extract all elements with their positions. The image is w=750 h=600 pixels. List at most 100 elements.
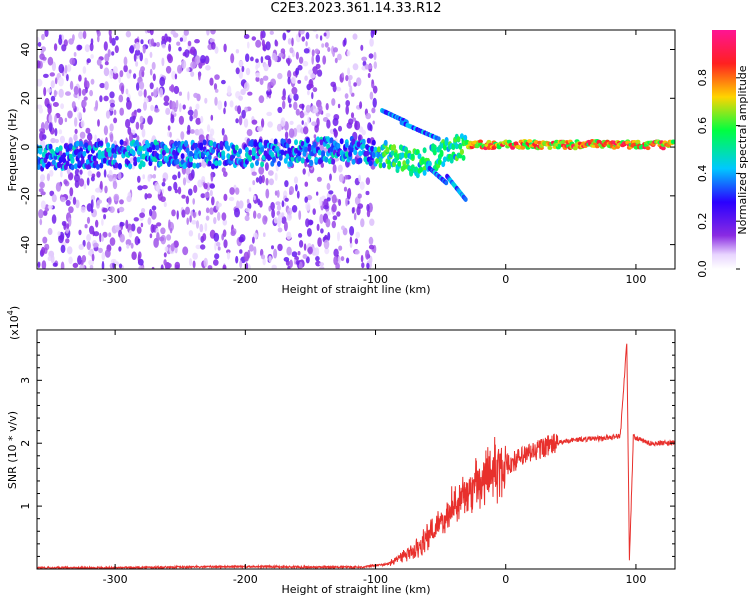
spectrogram-cell <box>349 226 355 236</box>
spectrogram-cell <box>238 60 244 67</box>
spectrogram-cell <box>250 141 254 148</box>
spectrogram-cell <box>358 150 363 157</box>
spectrogram-cell <box>211 163 215 170</box>
spectrogram-cell <box>43 87 47 97</box>
spectrogram-cell <box>85 158 90 165</box>
spectrogram-cell <box>102 207 108 213</box>
spectrogram-cell <box>265 177 269 186</box>
spectrogram-cell <box>283 257 290 262</box>
spectrogram-cell <box>133 53 137 62</box>
spectrogram-cell <box>268 170 274 176</box>
spectrogram-cell <box>350 92 355 97</box>
spectrogram-cell <box>282 32 287 41</box>
spectrogram-cell <box>58 129 63 135</box>
spectrogram-cell <box>439 149 444 156</box>
spectrogram-cell <box>312 208 316 216</box>
spectrogram-cell <box>180 153 185 160</box>
spectrogram-cell <box>150 38 155 47</box>
spectrogram-cell <box>173 240 179 248</box>
spectrogram-cell <box>149 68 153 76</box>
spectrogram-cell <box>337 255 341 264</box>
spectrogram-cell <box>178 103 182 113</box>
spectrogram-cell <box>125 239 132 246</box>
spectrogram-cell <box>400 152 405 159</box>
spectrogram-cell <box>189 115 193 122</box>
spectrogram-cell <box>199 142 204 149</box>
spectrogram-cell <box>84 80 90 90</box>
spectrogram-cell <box>87 135 93 140</box>
spectrogram-cell <box>520 145 526 150</box>
spectrogram-cell <box>325 103 329 111</box>
spectrogram-cell <box>69 80 74 90</box>
spectrogram-cell <box>214 74 220 80</box>
spectrogram-cell <box>46 173 51 182</box>
spectrogram-cell <box>319 35 323 41</box>
spectrogram-cell <box>217 202 222 207</box>
spectrogram-cell <box>150 210 157 220</box>
spectrogram-cell <box>295 108 300 116</box>
spectrogram-cell <box>60 170 63 178</box>
spectrogram-cell <box>223 239 228 249</box>
spectrogram-cell <box>70 164 75 171</box>
spectrogram-cell <box>331 220 336 229</box>
spectrogram-cell <box>63 222 67 231</box>
spectrogram-cell <box>350 112 355 119</box>
spectrogram-cell <box>199 223 204 233</box>
spectrogram-cell <box>478 139 483 144</box>
spectrogram-cell <box>348 151 353 157</box>
spectrogram-cell <box>237 105 242 115</box>
spectrogram-cell <box>422 147 427 154</box>
spectrogram-cell <box>307 116 310 125</box>
spectrogram-cell <box>315 255 320 262</box>
spectrogram-cell <box>37 41 42 47</box>
spectrogram-cell <box>104 61 109 66</box>
spectrogram-cell <box>373 51 377 61</box>
spectrogram-cell <box>360 44 364 51</box>
spectrogram-cell <box>109 237 116 246</box>
spectrogram-cell <box>303 243 307 251</box>
spectrogram-cell <box>369 218 375 226</box>
spectrogram-cell <box>138 251 142 259</box>
spectrogram-cell <box>365 112 372 120</box>
spectrogram-cell <box>125 219 129 229</box>
spectrogram-cell <box>141 128 146 138</box>
spectrogram-cell <box>547 145 553 150</box>
spectrogram-cell <box>185 195 190 205</box>
spectrogram-cell <box>188 258 193 267</box>
spectrogram-cell <box>174 261 180 269</box>
spectrogram-cell <box>52 262 58 267</box>
spectrogram-cell <box>230 53 235 64</box>
spectrogram-cell <box>114 162 119 169</box>
spectrogram-cell <box>53 43 58 51</box>
spectrogram-cell <box>214 46 219 54</box>
spectrogram-cell <box>187 91 190 101</box>
spectrogram-cell <box>316 223 320 231</box>
spectrogram-cell <box>365 190 370 196</box>
spectrogram-cell <box>213 232 220 242</box>
spectrogram-cell <box>103 95 109 102</box>
spectrogram-cell <box>108 175 114 182</box>
spectrogram-cell <box>305 218 310 228</box>
spectrogram-cell <box>99 232 102 243</box>
spectrogram-cell <box>190 71 195 77</box>
spectrogram-cell <box>319 266 325 269</box>
spectrogram-cell <box>297 64 303 71</box>
spectrogram-cell <box>278 52 285 58</box>
spectrogram-cell <box>165 107 171 115</box>
spectrogram-cell <box>113 193 120 202</box>
spectrogram-cell <box>224 100 227 108</box>
spectrogram-cell <box>210 114 214 121</box>
spectrogram-cell <box>332 117 339 127</box>
spectrogram-cell <box>159 236 165 242</box>
spectrogram-cell <box>263 232 266 237</box>
spectrogram-cell <box>331 203 337 213</box>
spectrogram-cell <box>58 76 64 87</box>
spectrogram-cell <box>193 184 198 194</box>
spectrogram-cell <box>250 56 254 62</box>
spectrogram-cell <box>241 65 245 73</box>
spectrogram-cell <box>332 84 337 93</box>
spectrogram-cell <box>156 222 162 227</box>
spectrogram-cell <box>192 260 196 269</box>
spectrogram-cell <box>58 116 64 126</box>
spectrogram-cell <box>234 207 240 218</box>
